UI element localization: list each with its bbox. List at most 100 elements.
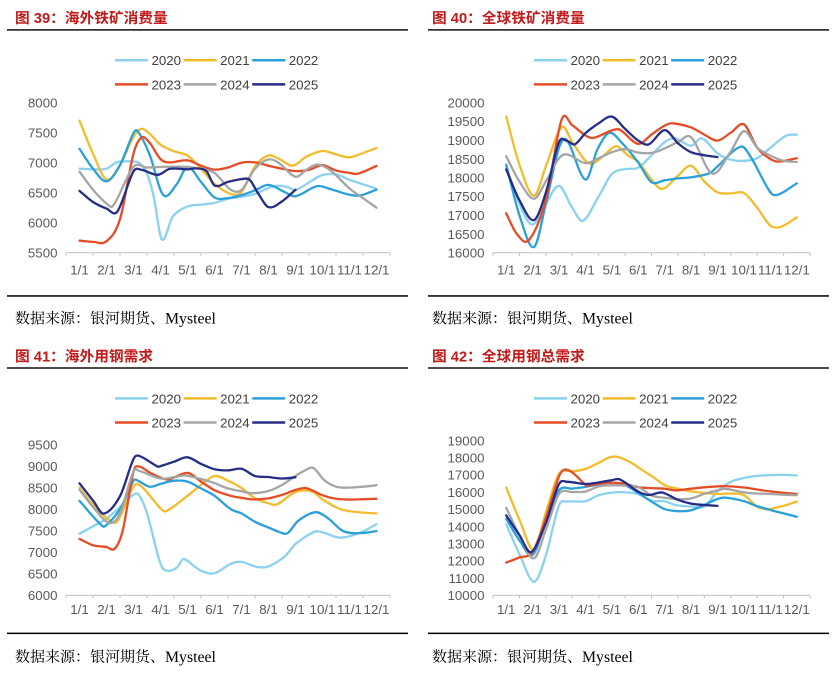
svg-text:4/1: 4/1: [576, 602, 595, 617]
svg-text:9000: 9000: [28, 459, 58, 474]
svg-text:2025: 2025: [289, 415, 319, 430]
svg-text:2/1: 2/1: [523, 262, 542, 277]
svg-text:8/1: 8/1: [259, 602, 278, 617]
svg-text:5/1: 5/1: [603, 602, 622, 617]
svg-text:2020: 2020: [152, 391, 182, 406]
svg-text:10/1: 10/1: [310, 262, 336, 277]
svg-text:10000: 10000: [448, 588, 485, 603]
svg-text:2025: 2025: [289, 77, 319, 92]
svg-text:6000: 6000: [28, 216, 58, 231]
svg-text:2023: 2023: [152, 415, 182, 430]
svg-text:7/1: 7/1: [232, 262, 251, 277]
svg-text:2025: 2025: [708, 415, 738, 430]
svg-text:16000: 16000: [448, 485, 485, 500]
svg-text:6/1: 6/1: [629, 262, 648, 277]
svg-text:2021: 2021: [220, 391, 250, 406]
svg-text:3/1: 3/1: [550, 602, 569, 617]
svg-text:9/1: 9/1: [286, 262, 305, 277]
svg-text:5500: 5500: [28, 246, 58, 261]
svg-text:19000: 19000: [448, 433, 485, 448]
svg-text:12000: 12000: [448, 554, 485, 569]
svg-text:2024: 2024: [639, 77, 669, 92]
svg-text:6000: 6000: [28, 588, 58, 603]
svg-text:7/1: 7/1: [232, 602, 251, 617]
svg-text:9500: 9500: [28, 437, 58, 452]
svg-text:41: 41: [34, 349, 50, 365]
svg-text:8/1: 8/1: [682, 602, 701, 617]
svg-text:19000: 19000: [448, 133, 485, 148]
svg-text:14000: 14000: [448, 519, 485, 534]
svg-text:2022: 2022: [708, 391, 738, 406]
svg-text:2/1: 2/1: [523, 602, 542, 617]
svg-text:6/1: 6/1: [205, 262, 224, 277]
svg-text:13000: 13000: [448, 537, 485, 552]
svg-text:7/1: 7/1: [655, 602, 674, 617]
svg-text:9/1: 9/1: [708, 262, 727, 277]
svg-text:3/1: 3/1: [550, 262, 569, 277]
svg-text:2/1: 2/1: [97, 602, 116, 617]
svg-text:10/1: 10/1: [731, 602, 757, 617]
svg-text:7500: 7500: [28, 524, 58, 539]
svg-text:2024: 2024: [220, 415, 250, 430]
svg-text:15000: 15000: [448, 502, 485, 517]
svg-text:1/1: 1/1: [70, 602, 89, 617]
svg-text:Mysteel: Mysteel: [582, 310, 634, 327]
svg-text:16500: 16500: [448, 227, 485, 242]
svg-text:5/1: 5/1: [178, 262, 197, 277]
svg-text:2022: 2022: [289, 53, 319, 68]
svg-text:4/1: 4/1: [576, 262, 595, 277]
svg-text:3/1: 3/1: [124, 602, 143, 617]
svg-text:18500: 18500: [448, 152, 485, 167]
svg-text:42: 42: [451, 349, 467, 365]
svg-text:2023: 2023: [571, 77, 601, 92]
svg-text:12/1: 12/1: [784, 602, 810, 617]
svg-text:2020: 2020: [571, 391, 601, 406]
svg-text:17000: 17000: [448, 208, 485, 223]
svg-text:4/1: 4/1: [151, 262, 170, 277]
svg-text:12/1: 12/1: [364, 262, 390, 277]
svg-text:8000: 8000: [28, 96, 58, 111]
svg-text:6/1: 6/1: [629, 602, 648, 617]
svg-text:11/1: 11/1: [337, 602, 362, 617]
svg-text:11/1: 11/1: [337, 262, 362, 277]
svg-text:Mysteel: Mysteel: [165, 649, 217, 666]
svg-text:9/1: 9/1: [286, 602, 305, 617]
svg-text:19500: 19500: [448, 114, 485, 129]
svg-text:Mysteel: Mysteel: [165, 310, 217, 327]
svg-text:8/1: 8/1: [259, 262, 278, 277]
svg-text:7000: 7000: [28, 545, 58, 560]
svg-text:2020: 2020: [571, 53, 601, 68]
svg-text:17500: 17500: [448, 189, 485, 204]
svg-text:1/1: 1/1: [70, 262, 89, 277]
svg-text:12/1: 12/1: [364, 602, 390, 617]
svg-text:7500: 7500: [28, 126, 58, 141]
svg-text:2025: 2025: [708, 77, 738, 92]
svg-text:11/1: 11/1: [758, 262, 783, 277]
svg-text:3/1: 3/1: [124, 262, 143, 277]
svg-text:1/1: 1/1: [497, 602, 516, 617]
svg-text:8/1: 8/1: [682, 262, 701, 277]
svg-text:4/1: 4/1: [151, 602, 170, 617]
svg-text:2021: 2021: [639, 53, 669, 68]
svg-text:2021: 2021: [220, 53, 250, 68]
svg-text:17000: 17000: [448, 468, 485, 483]
svg-text:2/1: 2/1: [97, 262, 116, 277]
svg-text:16000: 16000: [448, 246, 485, 261]
svg-text:2024: 2024: [639, 415, 669, 430]
svg-text:7000: 7000: [28, 156, 58, 171]
svg-text:20000: 20000: [448, 96, 485, 111]
svg-text:11000: 11000: [449, 571, 485, 586]
svg-text:8000: 8000: [28, 502, 58, 517]
svg-text:10/1: 10/1: [731, 262, 757, 277]
svg-text:6500: 6500: [28, 186, 58, 201]
svg-text:5/1: 5/1: [603, 262, 622, 277]
svg-text:2021: 2021: [639, 391, 669, 406]
svg-text:18000: 18000: [448, 171, 485, 186]
svg-text:39: 39: [34, 11, 50, 27]
svg-text:2023: 2023: [152, 77, 182, 92]
svg-text:2024: 2024: [220, 77, 250, 92]
svg-text:40: 40: [451, 11, 467, 27]
svg-text:10/1: 10/1: [310, 602, 336, 617]
svg-text:9/1: 9/1: [708, 602, 727, 617]
svg-text:18000: 18000: [448, 451, 485, 466]
